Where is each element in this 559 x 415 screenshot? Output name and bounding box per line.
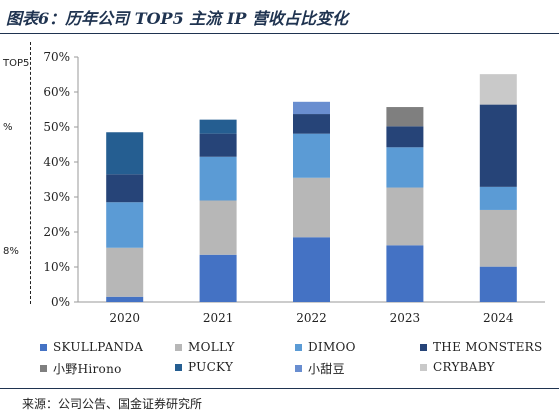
legend-label: CRYBABY	[433, 360, 495, 374]
left-fragment-8pct: 8%	[3, 246, 19, 257]
bar-segment	[293, 114, 330, 134]
bar-segment	[386, 245, 424, 302]
bar-segment	[386, 147, 424, 188]
legend-swatch	[40, 343, 47, 351]
x-tick-label: 2020	[109, 311, 140, 325]
bar-segment	[199, 119, 237, 134]
legend-swatch	[420, 363, 427, 371]
y-tick-label: 70%	[43, 50, 70, 64]
bar-segment	[106, 132, 144, 175]
y-tick-label: 0%	[51, 295, 70, 309]
title-rule	[0, 33, 559, 34]
legend-item: 小甜豆	[295, 360, 345, 377]
bar-segment	[386, 107, 424, 127]
legend-swatch	[295, 343, 302, 351]
x-tick-label: 2022	[296, 311, 327, 325]
legend-item: THE MONSTERS	[420, 340, 543, 354]
left-fragment-percent: %	[3, 122, 13, 133]
legend-label: PUCKY	[188, 360, 234, 374]
x-tick-label: 2024	[483, 311, 514, 325]
bar-segment	[199, 200, 237, 255]
bar-segment	[199, 254, 237, 302]
legend-label: THE MONSTERS	[433, 340, 543, 354]
legend-item: CRYBABY	[420, 360, 495, 374]
chart-title: 图表6：历年公司 TOP5 主流 IP 营收占比变化	[6, 9, 348, 28]
y-tick-label: 40%	[43, 155, 70, 169]
legend-label: 小甜豆	[308, 362, 345, 376]
legend-label: 小野Hirono	[53, 362, 122, 376]
bar-segment	[106, 247, 144, 297]
bar-segment	[386, 126, 424, 148]
bar-segment	[293, 133, 330, 178]
x-tick-label: 2021	[203, 311, 234, 325]
legend-item: DIMOO	[295, 340, 356, 354]
bar-segment	[479, 209, 517, 267]
left-fragment-top5: TOP5	[3, 58, 30, 69]
bar-segment	[106, 202, 144, 248]
bar-segment	[293, 237, 330, 302]
bar-segment	[293, 101, 330, 115]
left-cropped-panel: TOP5 % 8%	[0, 42, 31, 304]
legend-label: DIMOO	[308, 340, 356, 354]
source-rule	[0, 388, 559, 389]
bar-segment	[199, 156, 237, 201]
bar-segment	[106, 296, 144, 302]
legend-swatch	[175, 343, 182, 351]
bar-segment	[479, 186, 517, 210]
legend-item: MOLLY	[175, 340, 235, 354]
bar-segment	[293, 177, 330, 238]
legend-label: MOLLY	[188, 340, 235, 354]
bar-segment	[106, 174, 144, 203]
bar-segment	[199, 133, 237, 157]
y-tick-label: 50%	[43, 120, 70, 134]
bar-segment	[479, 104, 517, 187]
legend-item: 小野Hirono	[40, 360, 122, 377]
y-tick-label: 10%	[43, 260, 70, 274]
y-tick-label: 30%	[43, 190, 70, 204]
legend-swatch	[175, 363, 182, 371]
legend-swatch	[295, 365, 302, 372]
legend-swatch	[40, 365, 47, 372]
source-note: 来源：公司公告、国金证券研究所	[22, 397, 203, 411]
y-tick-label: 20%	[43, 225, 70, 239]
legend-label: SKULLPANDA	[53, 340, 144, 354]
x-tick-label: 2023	[390, 311, 421, 325]
stacked-bar-chart: 0% 10% 20% 30% 40% 50% 60% 70% 2020 2021 2022 2023 2…	[43, 50, 545, 325]
legend-item: SKULLPANDA	[40, 340, 143, 354]
bar-segment	[386, 187, 424, 246]
legend-swatch	[420, 343, 427, 351]
bar-segment	[479, 74, 517, 105]
legend-item: PUCKY	[175, 360, 233, 374]
y-tick-label: 60%	[43, 85, 70, 99]
bar-segment	[479, 266, 517, 302]
